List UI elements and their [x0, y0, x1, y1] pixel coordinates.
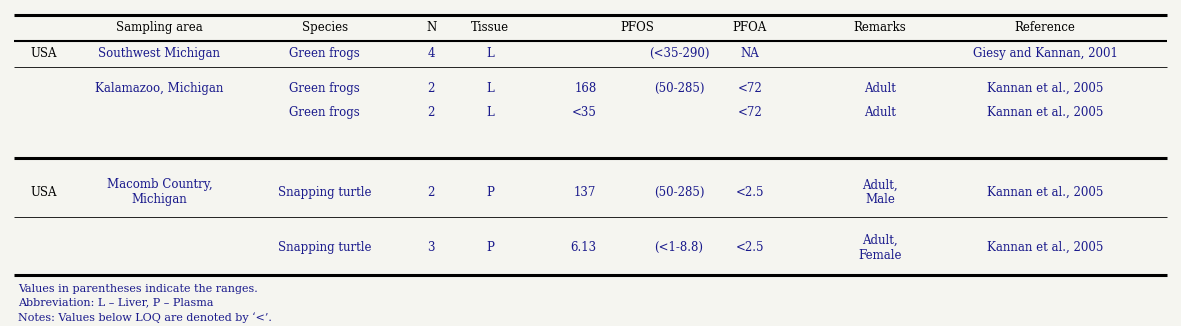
- Text: P: P: [487, 241, 494, 254]
- Text: 2: 2: [428, 186, 435, 199]
- Text: (<35-290): (<35-290): [648, 47, 710, 60]
- Text: (<1-8.8): (<1-8.8): [654, 241, 704, 254]
- Text: (50-285): (50-285): [654, 82, 704, 95]
- Text: Southwest Michigan: Southwest Michigan: [98, 47, 221, 60]
- Text: 3: 3: [428, 241, 435, 254]
- Text: Green frogs: Green frogs: [289, 106, 360, 119]
- Text: (50-285): (50-285): [654, 186, 704, 199]
- Text: 4: 4: [428, 47, 435, 60]
- Text: Adult: Adult: [864, 82, 895, 95]
- Text: Snapping turtle: Snapping turtle: [278, 186, 372, 199]
- Text: <72: <72: [738, 82, 762, 95]
- Text: Kalamazoo, Michigan: Kalamazoo, Michigan: [96, 82, 223, 95]
- Text: <2.5: <2.5: [736, 186, 764, 199]
- Text: Notes: Values below LOQ are denoted by ‘<’.: Notes: Values below LOQ are denoted by ‘…: [18, 312, 272, 323]
- Text: P: P: [487, 186, 494, 199]
- Text: Adult,
Female: Adult, Female: [859, 234, 901, 262]
- Text: L: L: [487, 82, 494, 95]
- Text: USA: USA: [31, 186, 57, 199]
- Text: Remarks: Remarks: [854, 21, 906, 34]
- Text: Adult,
Male: Adult, Male: [862, 178, 898, 206]
- Text: 168: 168: [574, 82, 596, 95]
- Text: Values in parentheses indicate the ranges.: Values in parentheses indicate the range…: [18, 284, 257, 293]
- Text: 137: 137: [574, 186, 596, 199]
- Text: 6.13: 6.13: [570, 241, 596, 254]
- Text: Kannan et al., 2005: Kannan et al., 2005: [987, 241, 1103, 254]
- Text: Tissue: Tissue: [471, 21, 509, 34]
- Text: N: N: [426, 21, 436, 34]
- Text: Species: Species: [301, 21, 348, 34]
- Text: L: L: [487, 106, 494, 119]
- Text: Reference: Reference: [1014, 21, 1076, 34]
- Text: Adult: Adult: [864, 106, 895, 119]
- Text: PFOA: PFOA: [732, 21, 768, 34]
- Text: USA: USA: [31, 47, 57, 60]
- Text: <72: <72: [738, 106, 762, 119]
- Text: Snapping turtle: Snapping turtle: [278, 241, 372, 254]
- Text: Green frogs: Green frogs: [289, 82, 360, 95]
- Text: L: L: [487, 47, 494, 60]
- Text: Kannan et al., 2005: Kannan et al., 2005: [987, 82, 1103, 95]
- Text: <35: <35: [572, 106, 596, 119]
- Text: Kannan et al., 2005: Kannan et al., 2005: [987, 106, 1103, 119]
- Text: <2.5: <2.5: [736, 241, 764, 254]
- Text: 2: 2: [428, 82, 435, 95]
- Text: PFOS: PFOS: [621, 21, 654, 34]
- Text: 2: 2: [428, 106, 435, 119]
- Text: Abbreviation: L – Liver, P – Plasma: Abbreviation: L – Liver, P – Plasma: [18, 297, 214, 307]
- Text: Macomb Country,
Michigan: Macomb Country, Michigan: [106, 178, 213, 206]
- Text: NA: NA: [740, 47, 759, 60]
- Text: Green frogs: Green frogs: [289, 47, 360, 60]
- Text: Kannan et al., 2005: Kannan et al., 2005: [987, 186, 1103, 199]
- Text: Sampling area: Sampling area: [116, 21, 203, 34]
- Text: Giesy and Kannan, 2001: Giesy and Kannan, 2001: [973, 47, 1117, 60]
